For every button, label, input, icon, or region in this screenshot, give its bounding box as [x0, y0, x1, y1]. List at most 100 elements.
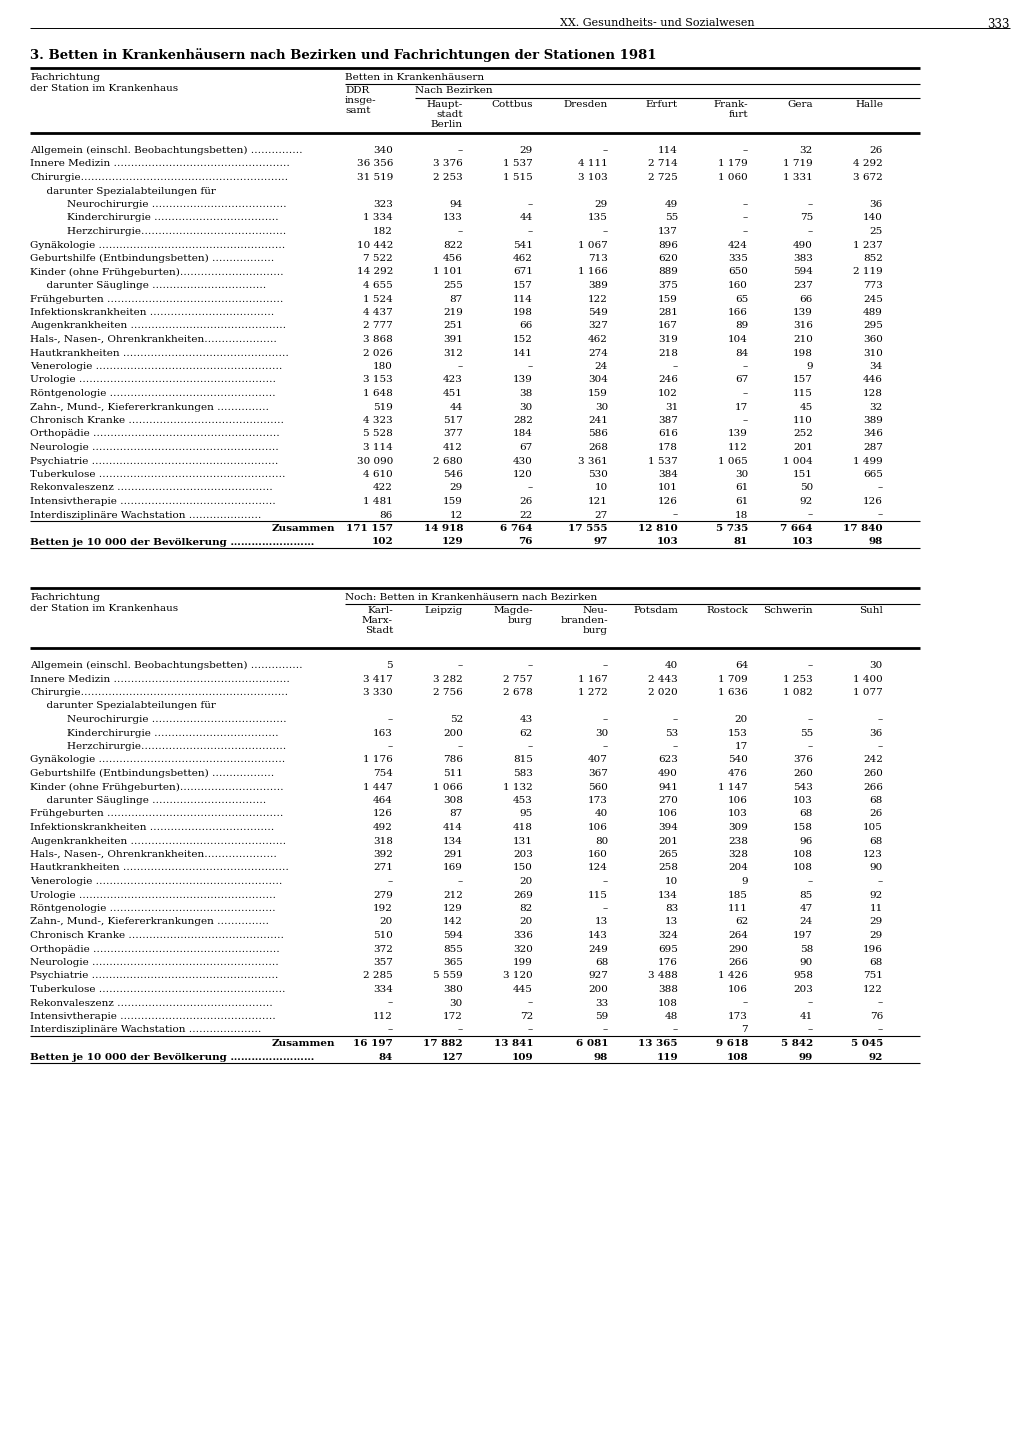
Text: Hautkrankheiten …………………………………………: Hautkrankheiten …………………………………………	[30, 863, 289, 873]
Text: Potsdam: Potsdam	[633, 606, 678, 615]
Text: 76: 76	[518, 537, 534, 547]
Text: 139: 139	[728, 430, 748, 439]
Text: 92: 92	[869, 890, 883, 899]
Text: –: –	[742, 201, 748, 209]
Text: 171 157: 171 157	[346, 524, 393, 532]
Text: 10: 10	[595, 483, 608, 492]
Text: 594: 594	[794, 267, 813, 277]
Text: –: –	[603, 742, 608, 750]
Text: 112: 112	[728, 443, 748, 452]
Text: 126: 126	[373, 810, 393, 818]
Text: 68: 68	[869, 797, 883, 805]
Text: 122: 122	[588, 294, 608, 303]
Text: 75: 75	[800, 214, 813, 222]
Text: 560: 560	[588, 782, 608, 792]
Text: 2 725: 2 725	[648, 173, 678, 182]
Text: 199: 199	[513, 958, 534, 967]
Text: 36: 36	[869, 729, 883, 737]
Text: 2 678: 2 678	[503, 688, 534, 697]
Text: –: –	[878, 714, 883, 724]
Text: 139: 139	[513, 375, 534, 384]
Text: 109: 109	[511, 1052, 534, 1062]
Text: 210: 210	[794, 335, 813, 343]
Text: 50: 50	[800, 483, 813, 492]
Text: 30: 30	[595, 729, 608, 737]
Text: 92: 92	[868, 1052, 883, 1062]
Text: –: –	[878, 742, 883, 750]
Text: 304: 304	[588, 375, 608, 384]
Text: 492: 492	[373, 823, 393, 833]
Text: –: –	[742, 227, 748, 237]
Text: 159: 159	[588, 390, 608, 398]
Text: 546: 546	[443, 470, 463, 479]
Text: 1 253: 1 253	[783, 674, 813, 684]
Text: 98: 98	[594, 1052, 608, 1062]
Text: 3 376: 3 376	[433, 160, 463, 169]
Text: 105: 105	[863, 823, 883, 833]
Text: 310: 310	[863, 349, 883, 358]
Text: 238: 238	[728, 837, 748, 846]
Text: Gynäkologie ………………………………………………: Gynäkologie ………………………………………………	[30, 756, 286, 765]
Text: 309: 309	[728, 823, 748, 833]
Text: 258: 258	[658, 863, 678, 873]
Text: 312: 312	[443, 349, 463, 358]
Text: 316: 316	[794, 322, 813, 330]
Text: 22: 22	[520, 511, 534, 519]
Text: XX. Gesundheits- und Sozialwesen: XX. Gesundheits- und Sozialwesen	[560, 17, 755, 27]
Text: 394: 394	[658, 823, 678, 833]
Text: 124: 124	[588, 863, 608, 873]
Text: 129: 129	[443, 903, 463, 913]
Text: 855: 855	[443, 945, 463, 954]
Text: 201: 201	[658, 837, 678, 846]
Text: 245: 245	[863, 294, 883, 303]
Text: 26: 26	[869, 146, 883, 154]
Text: 5 559: 5 559	[433, 971, 463, 980]
Text: 583: 583	[513, 769, 534, 778]
Text: –: –	[808, 742, 813, 750]
Text: 197: 197	[794, 931, 813, 939]
Text: Rostock: Rostock	[707, 606, 748, 615]
Text: –: –	[878, 877, 883, 886]
Text: 200: 200	[588, 986, 608, 994]
Text: 122: 122	[863, 986, 883, 994]
Text: 2 714: 2 714	[648, 160, 678, 169]
Text: 476: 476	[728, 769, 748, 778]
Text: 1 636: 1 636	[718, 688, 748, 697]
Text: 102: 102	[372, 537, 393, 547]
Text: Interdisziplinäre Wachstation …………………: Interdisziplinäre Wachstation …………………	[30, 511, 261, 519]
Text: 157: 157	[513, 281, 534, 290]
Text: –: –	[742, 214, 748, 222]
Text: Tuberkulose ………………………………………………: Tuberkulose ………………………………………………	[30, 470, 286, 479]
Text: 65: 65	[735, 294, 748, 303]
Text: 95: 95	[520, 810, 534, 818]
Text: 751: 751	[863, 971, 883, 980]
Text: –: –	[527, 483, 534, 492]
Text: 2 756: 2 756	[433, 688, 463, 697]
Text: 17 882: 17 882	[423, 1039, 463, 1048]
Text: 128: 128	[863, 390, 883, 398]
Text: Kinder (ohne Frühgeburten)…………………………: Kinder (ohne Frühgeburten)…………………………	[30, 782, 284, 792]
Text: –: –	[388, 1026, 393, 1035]
Text: 219: 219	[443, 307, 463, 317]
Text: 134: 134	[443, 837, 463, 846]
Text: 713: 713	[588, 254, 608, 263]
Text: 282: 282	[513, 416, 534, 426]
Text: 1 537: 1 537	[648, 456, 678, 466]
Text: 4 111: 4 111	[579, 160, 608, 169]
Text: 112: 112	[373, 1012, 393, 1022]
Text: 159: 159	[658, 294, 678, 303]
Text: –: –	[742, 999, 748, 1007]
Text: 90: 90	[800, 958, 813, 967]
Text: 137: 137	[658, 227, 678, 237]
Text: 333: 333	[987, 17, 1010, 30]
Text: 13: 13	[595, 918, 608, 926]
Text: –: –	[458, 1026, 463, 1035]
Text: 295: 295	[863, 322, 883, 330]
Text: 14 918: 14 918	[424, 524, 463, 532]
Text: 754: 754	[373, 769, 393, 778]
Text: 773: 773	[863, 281, 883, 290]
Text: 38: 38	[520, 390, 534, 398]
Text: –: –	[603, 714, 608, 724]
Text: 106: 106	[588, 823, 608, 833]
Text: 11: 11	[869, 903, 883, 913]
